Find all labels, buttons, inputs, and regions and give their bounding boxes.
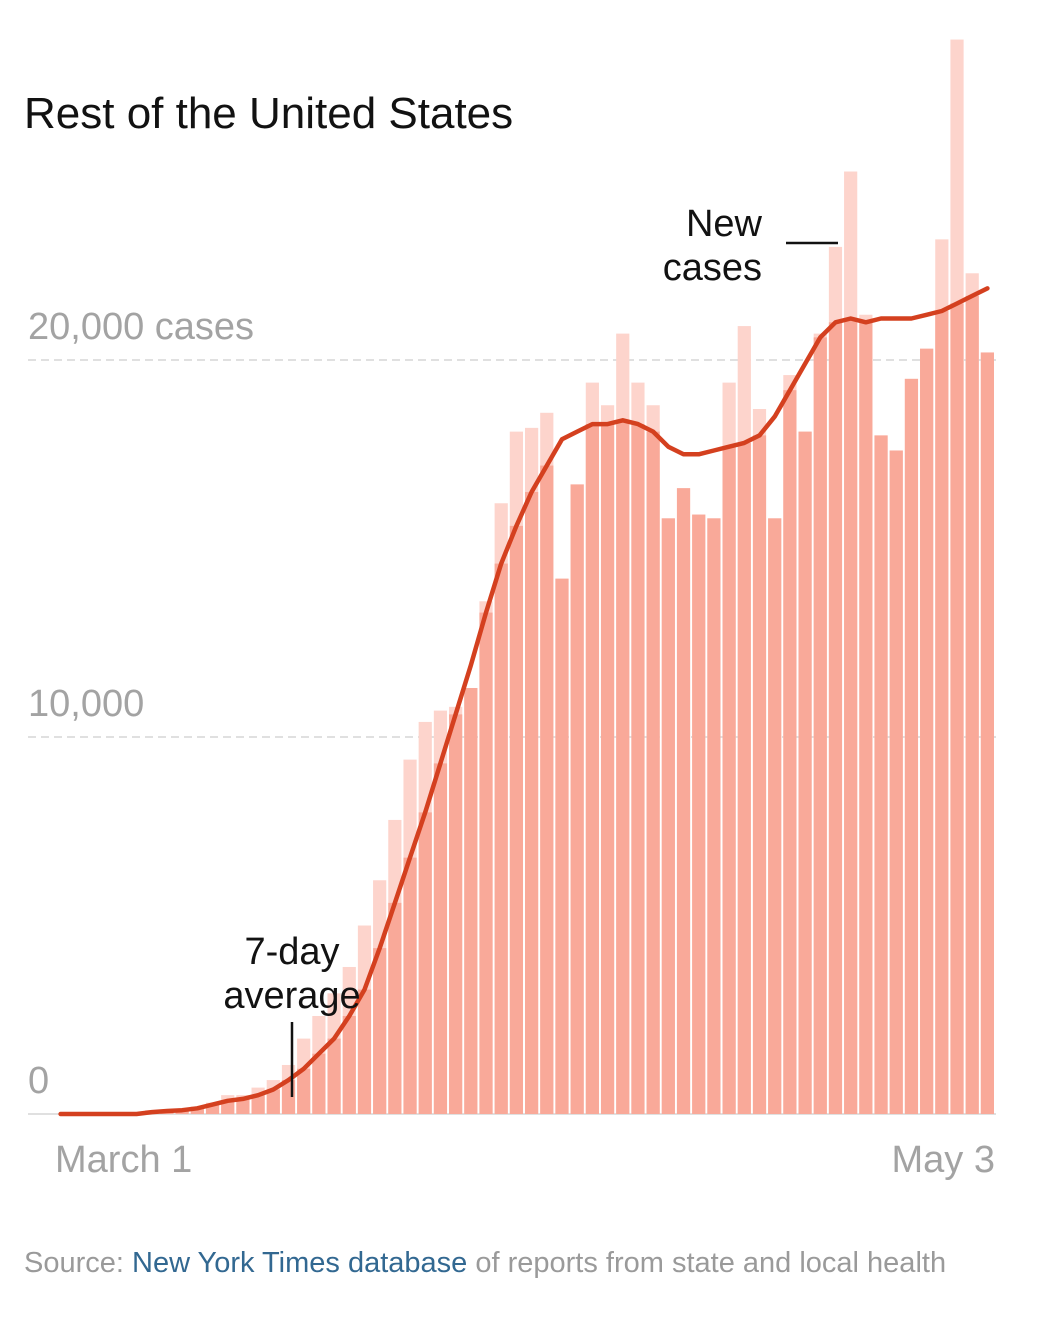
average-overlap-bar	[373, 948, 387, 1114]
seven-day-average-line	[58, 286, 990, 1117]
average-overlap-bar	[920, 348, 934, 1114]
average-overlap-bar	[297, 1068, 311, 1114]
average-overlap-bar	[616, 420, 630, 1114]
average-overlap-bar	[403, 857, 417, 1114]
average-overlap-bar	[904, 378, 919, 1115]
x-tick-end: May 3	[892, 1139, 995, 1181]
y-tick-label: 10,000	[28, 683, 144, 725]
source-prefix: Source:	[24, 1247, 132, 1279]
average-overlap-bar	[737, 442, 751, 1114]
average-overlap-bar	[859, 322, 873, 1114]
source-note: Source: New York Times database of repor…	[24, 1247, 1044, 1280]
average-overlap-bar	[752, 435, 767, 1114]
average-overlap-bar	[190, 1108, 204, 1114]
average-overlap-bar	[388, 902, 402, 1114]
average-overlap-bar	[342, 1015, 356, 1114]
average-overlap-bar	[798, 431, 812, 1114]
average-overlap-bar	[570, 484, 584, 1114]
average-overlap-bar	[585, 424, 599, 1115]
average-overlap-bar	[525, 491, 539, 1114]
average-overlap-bar	[509, 525, 523, 1114]
average-overlap-bar	[980, 352, 994, 1115]
source-link[interactable]: New York Times database	[132, 1247, 468, 1279]
average-overlap-bar	[418, 812, 432, 1114]
average-overlap-bar	[783, 390, 797, 1114]
average-overlap-bar	[692, 514, 706, 1114]
source-suffix: of reports from state and local health	[467, 1247, 947, 1279]
chart-title: Rest of the United States	[24, 89, 513, 138]
average-overlap-bar	[433, 763, 448, 1114]
average-overlap-bar	[449, 714, 463, 1114]
average-overlap-bar	[813, 337, 827, 1114]
average-overlap-bar	[600, 424, 615, 1115]
average-overlap-bar	[935, 310, 949, 1114]
average-label-line1: 7-day	[244, 931, 339, 973]
average-overlap-bar	[661, 518, 675, 1114]
average-overlap-bar	[479, 612, 493, 1114]
average-overlap-bar	[205, 1104, 220, 1114]
average-overlap-bar	[646, 431, 660, 1114]
new-cases-label-line2: cases	[663, 247, 762, 289]
average-overlap-bar	[768, 518, 782, 1114]
average-overlap-bar	[540, 465, 554, 1114]
average-overlap-bar	[965, 295, 979, 1114]
y-axis-ticks: 0 10,000 20,000 cases	[28, 306, 254, 1102]
new-cases-label-line1: New	[686, 203, 763, 245]
average-overlap-bar	[722, 446, 736, 1115]
average-overlap-bar	[251, 1095, 265, 1114]
average-overlap-bar	[236, 1098, 250, 1114]
y-tick-label: 20,000 cases	[28, 306, 254, 348]
average-bars	[145, 295, 994, 1115]
average-overlap-bar	[889, 450, 903, 1115]
average-overlap-bar	[950, 303, 964, 1114]
x-tick-start: March 1	[55, 1139, 192, 1181]
average-overlap-bar	[312, 1053, 326, 1114]
average-overlap-bar	[555, 578, 569, 1114]
average-label-line2: average	[223, 975, 360, 1017]
average-overlap-bar	[874, 435, 888, 1114]
average-overlap-bar	[707, 518, 721, 1114]
average-overlap-bar	[676, 488, 691, 1114]
average-overlap-bar	[464, 687, 478, 1114]
average-overlap-bar	[631, 424, 645, 1115]
average-overlap-bar	[494, 563, 508, 1114]
cases-chart: Rest of the United States 0 10,000 20,000 …	[24, 39, 996, 1181]
average-overlap-bar	[327, 1038, 341, 1114]
average-overlap-bar	[828, 322, 843, 1114]
average-overlap-bar	[266, 1089, 280, 1114]
average-overlap-bar	[357, 989, 372, 1114]
average-overlap-bar	[221, 1100, 235, 1114]
y-tick-label: 0	[28, 1060, 49, 1102]
average-overlap-bar	[844, 318, 858, 1114]
